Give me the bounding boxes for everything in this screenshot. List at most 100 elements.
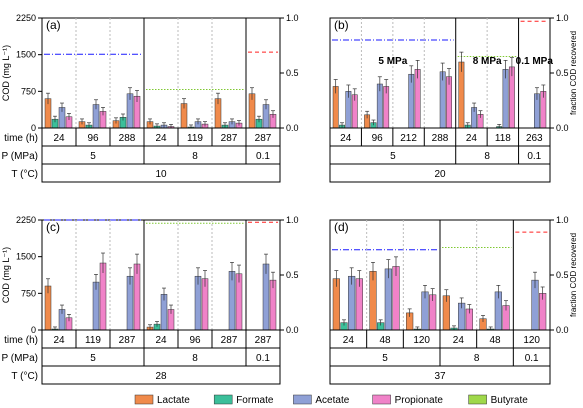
panel-c: (c) 0 750 1500 2250 COD (mg L⁻¹) 0.0 0.5 1.0 24 11… — [1, 215, 299, 385]
y-tick-label: 1500 — [16, 50, 36, 60]
legend-swatch-propionate — [372, 394, 391, 405]
pressure-annotation: 5 MPa — [378, 56, 407, 67]
time-label: 24 — [466, 133, 478, 144]
y2-tick-label: 0.5 — [556, 68, 569, 78]
y2-axis-label: fraction COD recovered — [569, 31, 578, 115]
time-label: 96 — [372, 133, 384, 144]
condition-table — [329, 127, 551, 183]
time-label: 287 — [119, 335, 136, 346]
y-axis-label: COD (mg L⁻¹) — [1, 247, 11, 303]
y-tick-label: 0 — [31, 325, 36, 335]
temperature-label: 37 — [434, 371, 446, 382]
temperature-label: 10 — [155, 169, 167, 180]
y2-tick-label: 0.0 — [286, 123, 299, 133]
y-tick-label: 1500 — [16, 252, 36, 262]
time-label: 119 — [187, 133, 203, 144]
row-label-time: time (h) — [4, 335, 38, 346]
pressure-label: 8 — [192, 353, 198, 364]
time-label: 263 — [526, 133, 543, 144]
plot-frame — [41, 17, 281, 129]
bar-lactate — [458, 61, 465, 129]
y2-tick-label: 1.0 — [556, 215, 569, 225]
legend-label-butyrate: Butyrate — [491, 395, 529, 406]
time-label: 96 — [189, 335, 201, 346]
time-label: 24 — [453, 335, 465, 346]
time-label: 24 — [53, 335, 65, 346]
y2-tick-label: 0.0 — [286, 325, 299, 335]
condition-table — [41, 127, 281, 183]
bar-acetate — [262, 263, 270, 331]
time-label: 24 — [155, 133, 167, 144]
pressure-annotation: 8 MPa — [473, 56, 502, 67]
pressure-label: 5 — [382, 353, 388, 364]
y2-tick-label: 1.0 — [286, 13, 299, 23]
y2-tick-label: 1.0 — [286, 215, 299, 225]
time-label: 287 — [255, 335, 272, 346]
row-label-temperature: T (°C) — [11, 371, 38, 382]
pressure-label: 0.1 — [527, 151, 541, 162]
row-label-pressure: P (MPa) — [2, 151, 39, 162]
panel-label: (b) — [334, 18, 349, 32]
time-label: 119 — [85, 335, 101, 346]
legend-swatch-butyrate — [468, 394, 487, 405]
legend-swatch-lactate — [134, 394, 154, 405]
time-label: 287 — [221, 335, 238, 346]
y-tick-label: 2250 — [16, 13, 36, 23]
time-label: 48 — [379, 335, 391, 346]
y2-axis-label: fraction COD recovered — [569, 233, 578, 317]
y-axis-label: COD (mg L⁻¹) — [1, 45, 11, 101]
legend-swatch-formate — [213, 394, 233, 405]
time-label: 288 — [119, 133, 136, 144]
y-tick-label: 750 — [21, 288, 36, 298]
y-tick-label: 750 — [21, 86, 36, 96]
pressure-label: 0.1 — [256, 353, 270, 364]
y2-tick-label: 0.0 — [556, 325, 569, 335]
panel-label: (a) — [46, 18, 61, 32]
condition-table — [41, 329, 281, 385]
time-label: 24 — [343, 335, 355, 346]
panel-label: (d) — [334, 220, 349, 234]
y2-tick-label: 0.5 — [556, 270, 569, 280]
row-label-time: time (h) — [4, 133, 38, 144]
legend-label-formate: Formate — [236, 395, 274, 406]
y2-tick-label: 0.5 — [286, 68, 299, 78]
temperature-label: 20 — [434, 169, 446, 180]
pressure-label: 8 — [192, 151, 198, 162]
pressure-label: 8 — [474, 353, 480, 364]
y2-tick-label: 0.0 — [556, 123, 569, 133]
legend-swatch-acetate — [293, 394, 312, 405]
y2-tick-label: 0.5 — [286, 270, 299, 280]
time-label: 48 — [489, 335, 501, 346]
bar-propionate — [133, 263, 141, 331]
pressure-annotation: 0.1 MPa — [516, 56, 554, 67]
pressure-label: 5 — [390, 151, 396, 162]
time-label: 120 — [523, 335, 540, 346]
time-label: 212 — [400, 133, 417, 144]
time-label: 288 — [432, 133, 449, 144]
y2-tick-label: 1.0 — [556, 13, 569, 23]
bar-propionate — [99, 262, 107, 331]
pressure-label: 0.1 — [525, 353, 539, 364]
time-label: 24 — [155, 335, 167, 346]
time-label: 120 — [413, 335, 430, 346]
legend-label-acetate: Acetate — [315, 395, 349, 406]
legend: Lactate Formate Acetate Propionate Butyrate — [134, 394, 529, 406]
pressure-label: 0.1 — [256, 151, 270, 162]
y-tick-label: 0 — [31, 123, 36, 133]
condition-table — [329, 329, 551, 385]
pressure-label: 8 — [484, 151, 490, 162]
panel-label: (c) — [46, 220, 60, 234]
time-label: 118 — [495, 133, 511, 144]
temperature-label: 28 — [155, 371, 167, 382]
legend-label-propionate: Propionate — [395, 395, 444, 406]
time-label: 24 — [340, 133, 352, 144]
y-tick-label: 2250 — [16, 215, 36, 225]
time-label: 24 — [53, 133, 65, 144]
pressure-label: 5 — [90, 151, 96, 162]
time-label: 287 — [221, 133, 238, 144]
pressure-label: 5 — [90, 353, 96, 364]
legend-label-lactate: Lactate — [157, 395, 190, 406]
